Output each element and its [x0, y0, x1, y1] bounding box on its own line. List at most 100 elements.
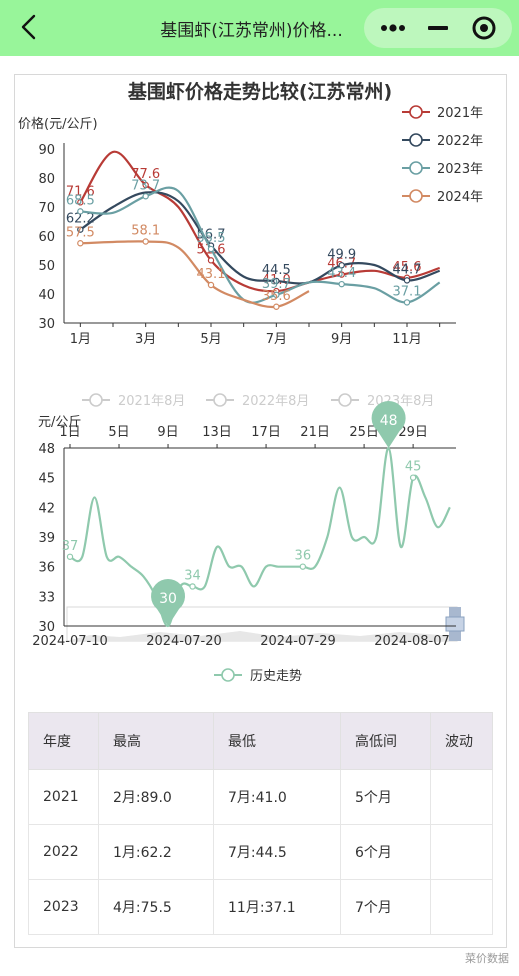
data-point — [77, 199, 84, 206]
minimize-icon[interactable] — [414, 8, 462, 48]
x-tick-label: 2024-07-29 — [260, 634, 336, 649]
data-point — [189, 583, 196, 590]
cell-volatility — [430, 879, 493, 935]
cell-min: 11月:37.1 — [213, 879, 341, 935]
header-max: 最高 — [98, 712, 214, 770]
data-label: 58.1 — [131, 224, 160, 239]
data-point — [338, 271, 345, 278]
more-dots-icon[interactable] — [368, 8, 416, 48]
legend-label[interactable]: 2022年8月 — [242, 394, 309, 409]
data-label: 68.5 — [66, 193, 95, 208]
data-label: 77.6 — [131, 167, 160, 182]
data-point — [403, 299, 411, 306]
cell-gap: 6个月 — [340, 824, 431, 880]
series-line-3 — [80, 186, 441, 304]
y-tick-label: 70 — [38, 201, 55, 216]
max-marker-pin-label: 48 — [380, 413, 398, 429]
y-tick-label: 39 — [38, 531, 55, 546]
data-label: 37 — [62, 539, 79, 554]
y-tick-label: 60 — [38, 230, 55, 245]
data-label: 45 — [405, 460, 422, 475]
legend-marker[interactable] — [409, 161, 423, 175]
legend-marker[interactable] — [409, 189, 423, 203]
legend-label[interactable]: 2021年8月 — [118, 394, 185, 409]
cell-year: 2022 — [28, 824, 99, 880]
data-point — [77, 240, 84, 247]
cell-min: 7月:41.0 — [213, 769, 341, 825]
cell-max: 4月:75.5 — [98, 879, 214, 935]
stats-table: 年度 最高 最低 高低间 波动 2021 2月:89.0 7月:41.0 5个月… — [28, 712, 493, 935]
top-tick-label: 1日 — [59, 425, 80, 440]
data-point — [142, 193, 149, 200]
top-tick-label: 21日 — [300, 425, 330, 440]
chart-title: 基围虾价格走势比较(江苏常州) — [127, 80, 392, 103]
mini-program-capsule — [364, 8, 512, 48]
watermark: 菜价数据 — [465, 952, 509, 965]
data-label: 45.6 — [393, 260, 422, 275]
x-tick-label: 9月 — [331, 332, 352, 347]
zoom-slider-grip[interactable] — [445, 616, 465, 632]
y-tick-label: 50 — [38, 259, 55, 274]
data-label: 62.2 — [66, 212, 95, 227]
x-tick-label: 1月 — [70, 332, 91, 347]
legend-label[interactable]: 历史走势 — [250, 668, 302, 684]
data-point — [409, 474, 417, 481]
cell-volatility — [430, 769, 493, 825]
x-tick-label: 7月 — [266, 332, 287, 347]
data-point — [273, 303, 280, 310]
cell-volatility — [430, 824, 493, 880]
legend-marker[interactable] — [338, 393, 352, 407]
legend-marker[interactable] — [89, 393, 103, 407]
data-point — [142, 181, 149, 189]
legend-marker[interactable] — [409, 105, 423, 119]
history-line — [69, 446, 451, 628]
series-line-1 — [79, 150, 441, 293]
y-tick-label: 30 — [38, 317, 55, 332]
data-label: 73.7 — [131, 178, 160, 193]
data-label: 39.7 — [262, 277, 291, 292]
data-point — [207, 245, 215, 253]
data-label: 44.5 — [262, 263, 291, 278]
data-label: 55.5 — [197, 231, 226, 246]
legend-marker[interactable] — [213, 393, 227, 407]
cell-year: 2021 — [28, 769, 99, 825]
legend-label[interactable]: 2021年 — [437, 106, 483, 121]
min-marker-pin — [151, 579, 186, 626]
data-point — [77, 226, 84, 233]
y-axis-label: 价格(元/公斤) — [18, 116, 98, 132]
data-label: 71.6 — [66, 184, 95, 199]
data-label: 35.6 — [262, 289, 291, 304]
data-label: 57.5 — [66, 225, 95, 240]
chevron-left-icon[interactable] — [14, 12, 44, 42]
legend-marker[interactable] — [409, 133, 423, 147]
y-axis-label: 元/公斤 — [38, 415, 81, 430]
data-point — [273, 291, 280, 299]
data-label: 43.1 — [197, 267, 226, 282]
data-point — [77, 208, 84, 215]
y-tick-label: 36 — [38, 561, 55, 576]
series-line-2 — [79, 191, 441, 285]
header-volatility: 波动 — [430, 712, 493, 770]
target-circle-icon[interactable] — [460, 8, 508, 48]
data-point — [403, 277, 411, 284]
yearly-price-chart: 基围虾价格走势比较(江苏常州) 价格(元/公斤) 30 40 50 60 70 80 90 1月 3… — [18, 80, 483, 347]
top-tick-label: 9日 — [157, 425, 178, 440]
legend-label[interactable]: 2023年 — [437, 162, 483, 177]
y-tick-label: 90 — [38, 143, 55, 158]
x-tick-label: 5月 — [200, 332, 221, 347]
legend-label[interactable]: 2022年 — [437, 134, 483, 149]
cell-max: 1月:62.2 — [98, 824, 214, 880]
cell-year: 2023 — [28, 879, 99, 935]
data-label: 56.7 — [197, 228, 226, 243]
legend-label[interactable]: 2024年 — [437, 190, 483, 205]
top-tick-label: 29日 — [398, 425, 428, 440]
min-marker-pin-label: 30 — [159, 591, 177, 607]
legend-marker[interactable] — [221, 668, 235, 682]
header-year: 年度 — [28, 712, 99, 770]
data-point — [299, 563, 307, 570]
page-title: 基围虾(江苏常州)价格... — [160, 21, 343, 41]
data-label: 37.1 — [393, 284, 422, 299]
y-tick-label: 48 — [38, 442, 55, 457]
cell-gap: 5个月 — [340, 769, 431, 825]
data-point — [142, 238, 149, 245]
